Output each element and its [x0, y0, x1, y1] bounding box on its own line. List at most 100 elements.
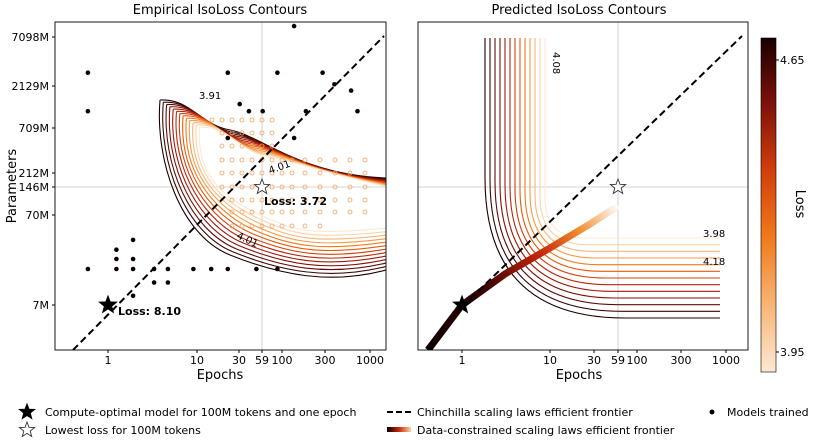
- left-contour-line: [185, 117, 386, 248]
- x-tick-label: 1: [105, 354, 112, 367]
- right-contour-line: [544, 38, 720, 239]
- right-plot-frame: [417, 21, 749, 351]
- inner-model-marker: [269, 130, 275, 136]
- left-contour-line: [192, 122, 386, 240]
- model-trained-dot: [275, 266, 280, 272]
- left-contour-label: 3.91: [199, 91, 221, 102]
- inner-model-marker: [249, 130, 255, 136]
- model-trained-dot: [320, 70, 325, 75]
- inner-model-marker: [289, 223, 295, 229]
- right-contour-labels: 4.08 3.98 4.18: [550, 52, 725, 268]
- inner-model-marker: [289, 157, 295, 163]
- model-trained-dot: [225, 135, 231, 141]
- y-tick-label: 212M: [19, 167, 50, 180]
- x-tick-label: 30: [232, 354, 246, 367]
- inner-model-marker: [249, 209, 255, 215]
- y-tick-label: 7M: [33, 299, 50, 312]
- left-lowest-loss-label: Loss: 3.72: [264, 195, 327, 208]
- inner-model-marker: [332, 157, 338, 163]
- right-contour-label: 4.18: [703, 257, 725, 268]
- inner-model-marker: [229, 223, 235, 229]
- inner-model-marker: [347, 209, 353, 215]
- left-contour-label: 4.01: [235, 231, 260, 250]
- inner-model-marker: [229, 143, 235, 149]
- y-tick-label: 70M: [26, 209, 50, 222]
- model-trained-dot: [114, 247, 119, 252]
- x-tick-label: 300: [315, 354, 336, 367]
- inner-model-marker: [239, 197, 245, 203]
- inner-model-marker: [219, 130, 225, 136]
- inner-model-marker: [209, 117, 215, 123]
- right-contour-line: [519, 38, 720, 272]
- x-tick-label: 300: [671, 354, 692, 367]
- inner-model-marker: [249, 170, 255, 176]
- inner-model-marker: [362, 184, 368, 190]
- model-trained-dot: [165, 266, 171, 272]
- model-trained-dot: [130, 266, 136, 272]
- inner-model-marker: [269, 157, 275, 163]
- right-contour-line: [524, 38, 720, 266]
- inner-model-marker: [362, 157, 368, 163]
- x-tick-label: 1: [459, 354, 466, 367]
- inner-model-marker: [239, 117, 245, 123]
- x-tick-label: 59: [255, 354, 269, 367]
- inner-model-marker: [279, 170, 285, 176]
- left-chart-title: Empirical IsoLoss Contours: [133, 3, 308, 18]
- right-x-axis-label: Epochs: [556, 368, 603, 383]
- inner-model-marker: [362, 209, 368, 215]
- inner-model-marker: [289, 184, 295, 190]
- left-contour-line: [178, 113, 386, 255]
- inner-model-marker: [279, 157, 285, 163]
- inner-model-marker: [347, 184, 353, 190]
- right-contour-line: [509, 38, 720, 286]
- left-chinchilla-frontier: [72, 35, 385, 351]
- left-x-axis-label: Epochs: [197, 368, 244, 383]
- colorbar-gradient: [760, 37, 777, 373]
- x-tick-label: 10: [543, 354, 557, 367]
- model-trained-dot: [85, 108, 91, 114]
- y-tick-label: 709M: [19, 122, 50, 135]
- inner-model-marker: [219, 184, 225, 190]
- inner-model-marker: [259, 209, 265, 215]
- inner-model-marker: [302, 223, 308, 229]
- inner-model-marker: [332, 197, 338, 203]
- model-trained-dot: [260, 108, 266, 114]
- inner-model-marker: [302, 157, 308, 163]
- model-trained-dot: [85, 266, 91, 272]
- right-chart: Predicted IsoLoss Contours Epochs 4.08 3…: [417, 3, 749, 383]
- inner-model-marker: [269, 117, 275, 123]
- y-tick-label: 7098M: [12, 31, 50, 44]
- inner-model-marker: [259, 143, 265, 149]
- model-trained-dot: [237, 101, 242, 107]
- inner-model-marker: [249, 197, 255, 203]
- model-trained-dot: [275, 70, 280, 75]
- inner-model-marker: [362, 197, 368, 203]
- legend-item-models-trained: Models trained: [709, 406, 809, 419]
- model-trained-dot: [246, 108, 252, 114]
- legend-label: Data-constrained scaling laws efficient …: [417, 424, 675, 437]
- inner-model-marker: [289, 197, 295, 203]
- inner-model-marker: [239, 170, 245, 176]
- model-trained-dot: [348, 88, 354, 93]
- left-y-axis: 7098M 2129M 709M 212M 146M 70M 7M: [12, 31, 55, 312]
- inner-model-marker: [249, 143, 255, 149]
- legend-item-compute-optimal: Compute-optimal model for 100M tokens an…: [18, 402, 356, 420]
- x-tick-label: 1000: [712, 354, 740, 367]
- inner-model-marker: [239, 130, 245, 136]
- inner-model-marker: [269, 223, 275, 229]
- inner-model-marker: [239, 157, 245, 163]
- inner-model-marker: [347, 157, 353, 163]
- model-trained-dot: [85, 70, 91, 75]
- left-contour-line: [188, 119, 386, 244]
- inner-model-marker: [219, 143, 225, 149]
- inner-model-marker: [332, 184, 338, 190]
- inner-model-marker: [229, 117, 235, 123]
- inner-model-marker: [259, 130, 265, 136]
- inner-model-marker: [269, 184, 275, 190]
- inner-model-marker: [219, 117, 225, 123]
- inner-model-marker: [302, 170, 308, 176]
- inner-model-marker: [259, 170, 265, 176]
- model-trained-dot: [114, 266, 119, 272]
- inner-model-marker: [362, 170, 368, 176]
